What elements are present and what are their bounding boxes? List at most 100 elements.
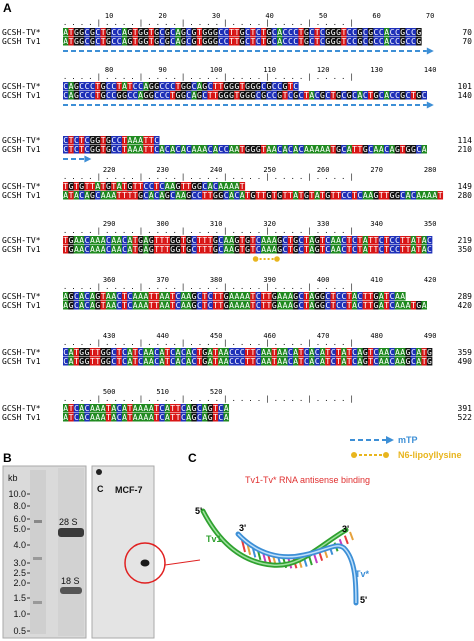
base-letter: A: [111, 301, 116, 310]
sequence-name: GCSH Tv1: [2, 357, 41, 366]
base-cell: [293, 145, 299, 154]
base-cell: [309, 191, 315, 200]
base-letter: G: [106, 145, 111, 154]
base-letter: A: [245, 301, 250, 310]
base-letter: C: [406, 28, 411, 37]
base-cell: [132, 292, 139, 301]
base-letter: G: [315, 236, 320, 245]
base-cell: [105, 292, 112, 301]
base-letter: C: [411, 28, 416, 37]
base-letter: A: [181, 301, 186, 310]
base-cell: [143, 348, 149, 357]
base-letter: C: [85, 413, 90, 422]
base-letter: A: [165, 413, 170, 422]
base-cell: [303, 91, 310, 100]
base-cell: [63, 91, 69, 100]
base-letter: G: [186, 236, 191, 245]
base-letter: A: [149, 413, 154, 422]
base-cell: [293, 191, 299, 200]
base-cell: [95, 191, 101, 200]
base-letter: G: [208, 28, 213, 37]
base-cell: [100, 413, 106, 422]
base-cell: [266, 245, 272, 254]
base-letter: T: [213, 348, 218, 357]
base-letter: C: [411, 357, 416, 366]
base-cell: [367, 37, 374, 46]
base-letter: A: [144, 236, 149, 245]
base-letter: T: [368, 91, 373, 100]
base-letter: T: [176, 82, 181, 91]
base-letter: G: [363, 348, 368, 357]
base-cell: [100, 136, 106, 145]
base-letter: C: [325, 91, 330, 100]
ruler-tick-label: 410: [370, 276, 383, 284]
base-letter: C: [352, 245, 357, 254]
base-letter: C: [325, 245, 330, 254]
base-cell: [416, 37, 422, 46]
base-cell: [400, 91, 406, 100]
base-letter: A: [336, 236, 341, 245]
base-cell: [105, 91, 112, 100]
base-cell: [202, 191, 208, 200]
base-letter: A: [101, 404, 106, 413]
base-cell: [127, 37, 133, 46]
base-cell: [63, 145, 69, 154]
base-letter: G: [192, 37, 197, 46]
base-letter: A: [160, 191, 165, 200]
base-letter: G: [400, 28, 405, 37]
base-cell: [277, 348, 283, 357]
base-cell: [100, 292, 106, 301]
base-cell: [148, 357, 155, 366]
base-letter: G: [245, 91, 250, 100]
base-letter: G: [390, 191, 395, 200]
base-cell: [260, 37, 267, 46]
base-cell: [260, 82, 267, 91]
base-cell: [298, 37, 304, 46]
base-cell: [367, 91, 374, 100]
base-letter: A: [90, 236, 95, 245]
base-letter: C: [127, 91, 132, 100]
base-letter: C: [283, 28, 288, 37]
base-letter: T: [368, 245, 373, 254]
base-letter: T: [154, 236, 159, 245]
sequence-end-position: 219: [458, 236, 473, 245]
base-cell: [405, 91, 411, 100]
lipo-legend-dot-left: [351, 452, 357, 458]
base-cell: [234, 28, 240, 37]
base-letter: A: [384, 28, 389, 37]
base-letter: A: [186, 348, 191, 357]
base-letter: A: [95, 245, 100, 254]
base-letter: T: [101, 28, 106, 37]
base-letter: C: [374, 348, 379, 357]
base-cell: [298, 348, 304, 357]
base-letter: A: [144, 82, 149, 91]
base-letter: T: [411, 91, 416, 100]
base-letter: T: [331, 191, 336, 200]
base-letter: A: [320, 357, 325, 366]
base-letter: C: [384, 145, 389, 154]
base-cell: [287, 82, 294, 91]
base-letter: C: [218, 28, 223, 37]
base-letter: C: [224, 191, 229, 200]
base-letter: G: [304, 191, 309, 200]
base-cell: [421, 357, 427, 366]
base-letter: A: [149, 348, 154, 357]
base-letter: G: [395, 191, 400, 200]
base-cell: [159, 348, 165, 357]
base-cell: [309, 236, 315, 245]
base-cell: [212, 191, 219, 200]
base-letter: C: [122, 357, 127, 366]
base-letter: A: [224, 357, 229, 366]
blot-background: [91, 465, 155, 639]
gel-sample-lane: [58, 468, 84, 636]
base-cell: [325, 245, 331, 254]
base-cell: [186, 245, 192, 254]
base-cell: [175, 37, 181, 46]
base-letter: G: [283, 82, 288, 91]
base-letter: A: [90, 292, 95, 301]
base-letter: C: [234, 348, 239, 357]
base-letter: G: [85, 357, 90, 366]
base-cell: [218, 91, 224, 100]
base-letter: C: [170, 348, 175, 357]
base-letter: C: [320, 28, 325, 37]
